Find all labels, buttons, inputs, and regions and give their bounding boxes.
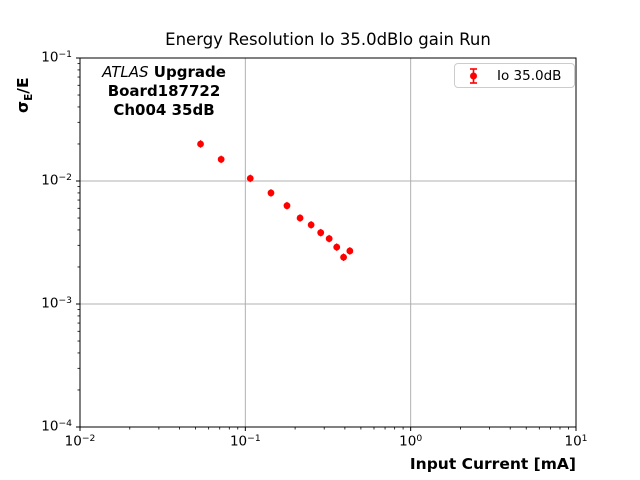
data-point [283,202,291,210]
annotation-line-3: Ch004 35dB [113,101,215,119]
annotation-block: ATLAS Upgrade Board187722 Ch004 35dB [84,63,244,120]
axes-frame [79,57,577,428]
legend-errorbar-marker-icon [470,67,477,84]
data-point [217,155,225,163]
data-point [307,221,315,229]
annotation-line-2: Board187722 [107,82,221,100]
data-point [296,214,304,222]
data-point [333,243,341,251]
data-point [267,189,275,197]
data-point [346,247,354,255]
data-point [246,174,254,182]
data-point [340,253,347,261]
y-tick-label: 10−3 [41,295,72,312]
legend-box: Io 35.0dB [454,63,575,88]
x-axis-label: Input Current [mA] [409,455,576,473]
annotation-line-1: ATLAS Upgrade [84,63,244,82]
chart-title: Energy Resolution Io 35.0dBlo gain Run [165,30,491,49]
annotation-atlas: ATLAS [102,63,149,81]
x-tick-label: 10−2 [64,433,96,450]
y-tick-label: 10−2 [41,172,72,189]
x-tick-label: 101 [564,433,588,450]
y-tick-label: 10−4 [41,418,72,435]
x-tick-label: 100 [399,433,423,450]
data-point [325,235,333,243]
annotation-upgrade: Upgrade [148,63,226,81]
data-point [317,229,325,237]
data-point [197,140,204,148]
y-tick-label: 10−1 [41,49,72,66]
x-tick-label: 10−1 [229,433,261,450]
legend-label: Io 35.0dB [497,67,562,84]
